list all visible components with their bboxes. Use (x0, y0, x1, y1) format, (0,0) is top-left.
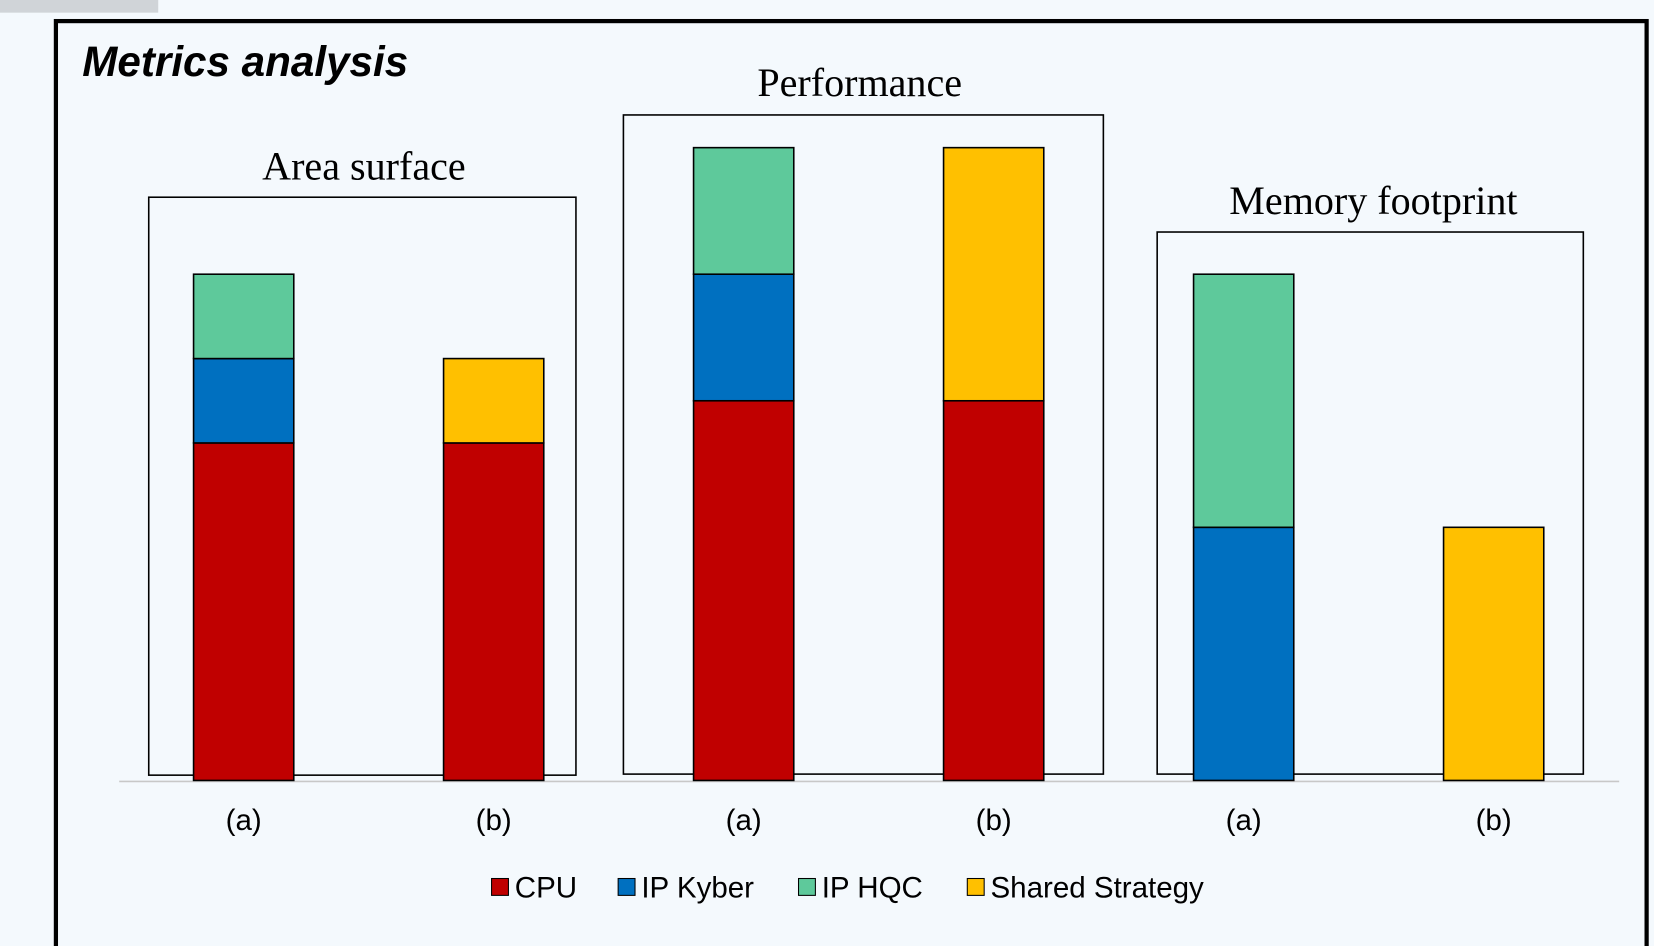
bar-segment (692, 399, 795, 782)
x-tick-label: (a) (226, 804, 262, 837)
x-tick-label: (a) (1226, 804, 1262, 837)
x-tick-label: (b) (1476, 804, 1512, 837)
legend-swatch (617, 877, 636, 896)
x-tick-label: (b) (476, 804, 512, 837)
bar-segment (1192, 273, 1295, 529)
bar-segment (442, 357, 545, 444)
legend-label: IP Kyber (641, 871, 754, 904)
legend-swatch (966, 877, 985, 896)
group-frame (622, 114, 1105, 775)
group-label: Area surface (262, 143, 466, 188)
x-tick-label: (b) (976, 804, 1012, 837)
legend-swatch (491, 877, 509, 896)
bar-segment (942, 399, 1045, 782)
group-frame (1156, 231, 1585, 775)
bar-segment (1442, 526, 1545, 782)
bar-segment (1192, 526, 1295, 782)
legend-label: CPU (515, 871, 577, 904)
bar-segment (192, 273, 295, 360)
bar-segment (442, 442, 545, 782)
legend-label: Shared Strategy (991, 871, 1205, 904)
chart-title: Metrics analysis (82, 38, 408, 85)
bar-segment (942, 146, 1045, 402)
x-tick-label: (a) (726, 804, 762, 837)
legend-swatch (797, 877, 816, 896)
bar-segment (192, 357, 295, 444)
frame (53, 18, 1649, 946)
bar-segment (692, 273, 795, 402)
bar-segment (692, 146, 795, 275)
group-frame (147, 196, 577, 776)
group-label: Performance (757, 60, 962, 105)
group-label: Memory footprint (1229, 178, 1517, 223)
bar-segment (192, 442, 295, 782)
shadow (0, 0, 159, 13)
legend-label: IP HQC (822, 871, 923, 904)
